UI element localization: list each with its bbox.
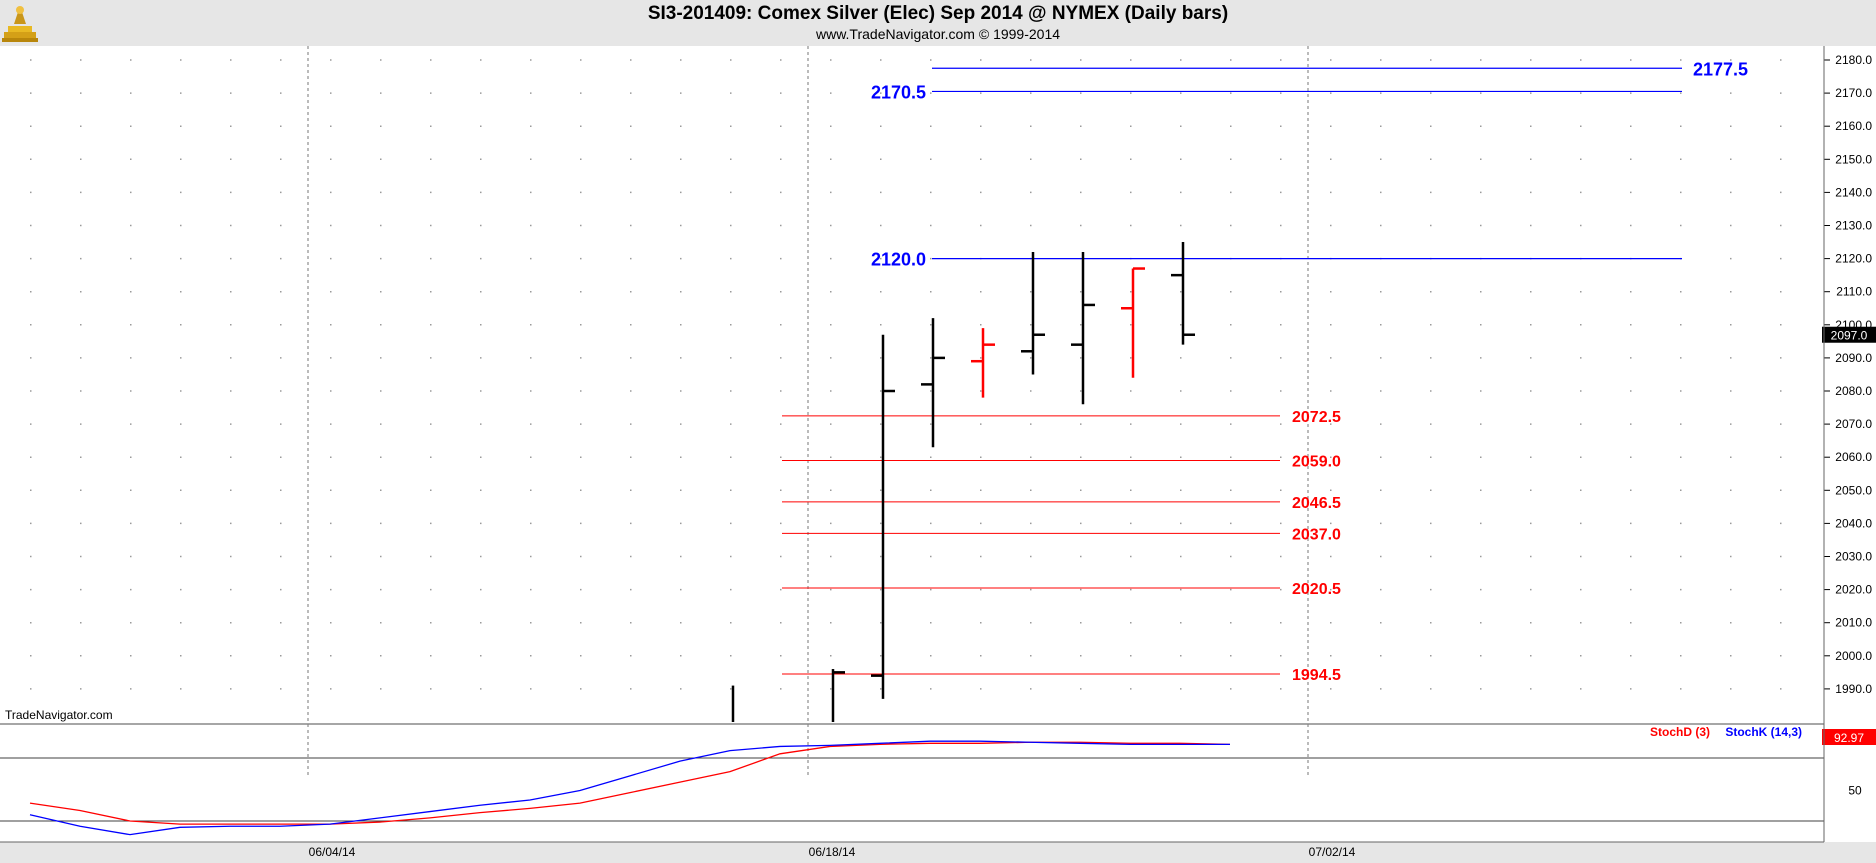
price-tick-label: 2180.0: [1835, 53, 1872, 67]
axis-background: [1824, 46, 1876, 842]
price-tick-label: 2050.0: [1835, 483, 1872, 497]
support-label: 2046.5: [1292, 495, 1341, 512]
price-tick-label: 2070.0: [1835, 417, 1872, 431]
price-tick-label: 2140.0: [1835, 185, 1872, 199]
stoch-d-legend: StochD (3): [1650, 725, 1710, 739]
support-label: 2072.5: [1292, 409, 1341, 426]
last-price-marker: [1822, 326, 1876, 343]
axes: 06/04/14 06/18/14 07/02/14 1990.0 2000.0 2010…: [309, 53, 1876, 859]
chart-title: SI3-201409: Comex Silver (Elec) Sep 2014…: [647, 3, 1229, 24]
chart-subtitle: www.TradeNavigator.com © 1999-2014: [815, 26, 1061, 42]
support-label: 1994.5: [1292, 667, 1341, 684]
support-label: 2059.0: [1292, 454, 1341, 471]
date-tick-label: 06/04/14: [309, 845, 356, 859]
resistance-label: 2170.5: [871, 82, 926, 102]
resistance-label: 2120.0: [871, 250, 926, 270]
last-price-label: 2097.0: [1831, 329, 1868, 343]
stoch-k-legend: StochK (14,3): [1725, 725, 1802, 739]
chart-header: SI3-201409: Comex Silver (Elec) Sep 2014…: [0, 0, 1876, 46]
price-tick-label: 2010.0: [1835, 616, 1872, 630]
price-tick-label: 2170.0: [1835, 86, 1872, 100]
price-tick-label: 2030.0: [1835, 550, 1872, 564]
price-levels: 2177.5 2170.5 2120.0 2072.5 2059.0 2046.5 2037…: [782, 59, 1748, 684]
stochastic-indicator: [0, 740, 1824, 836]
indicator-last-value: 92.97: [1834, 731, 1864, 745]
watermark-text: TradeNavigator.com: [5, 708, 113, 722]
indicator-last-marker: [1822, 729, 1876, 745]
price-tick-label: 2090.0: [1835, 351, 1872, 365]
grid-dots: [30, 59, 1782, 690]
resistance-label: 2177.5: [1693, 59, 1748, 79]
price-tick-label: 1990.0: [1835, 682, 1872, 696]
indicator-tick-label: 50: [1848, 784, 1862, 798]
date-tick-label: 06/18/14: [809, 845, 856, 859]
price-panel-background: [0, 46, 1824, 724]
support-label: 2020.5: [1292, 581, 1341, 598]
trade-navigator-logo-icon: [2, 6, 38, 42]
date-separators: [307, 46, 1309, 778]
date-tick-label: 07/02/14: [1309, 845, 1356, 859]
ohlc-bars: [731, 242, 1195, 722]
price-tick-label: 2150.0: [1835, 152, 1872, 166]
price-tick-label: 2130.0: [1835, 219, 1872, 233]
price-tick-label: 2110.0: [1836, 285, 1872, 299]
price-tick-label: 2160.0: [1835, 119, 1872, 133]
support-label: 2037.0: [1292, 526, 1341, 543]
grid-dot-path: [30, 59, 1782, 690]
price-tick-label: 2040.0: [1835, 516, 1872, 530]
price-tick-label: 2080.0: [1835, 384, 1872, 398]
price-tick-label: 2120.0: [1835, 252, 1872, 266]
price-tick-label: 2060.0: [1835, 450, 1872, 464]
price-tick-label: 2000.0: [1835, 649, 1872, 663]
price-tick-label: 2020.0: [1835, 583, 1872, 597]
stoch-k-line: [29, 740, 1230, 836]
